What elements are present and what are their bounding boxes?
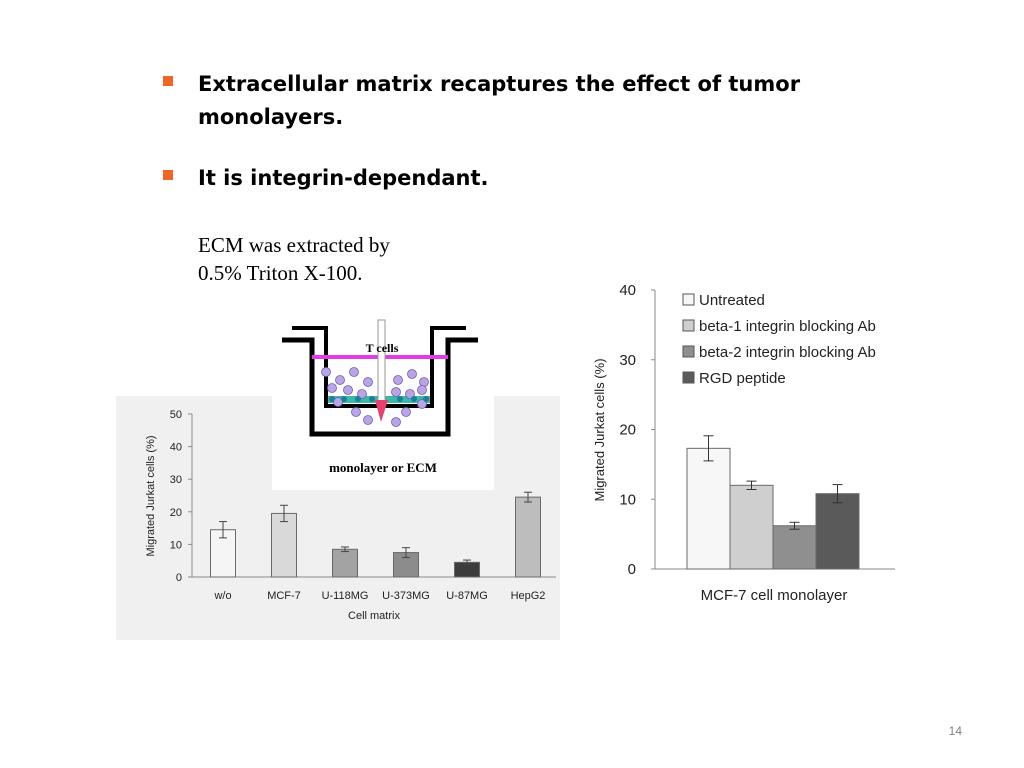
- t-cell-icon: [343, 385, 353, 395]
- t-cell-icon: [363, 415, 373, 425]
- monolayer-cell-icon: [397, 396, 403, 402]
- outer-well-wall: [282, 337, 478, 437]
- t-cell-icon: [351, 407, 361, 417]
- monolayer-cell-icon: [355, 396, 361, 402]
- t-cell-icon: [363, 377, 373, 387]
- y-tick-label: 40: [170, 442, 182, 454]
- x-tick-label: U-87MG: [446, 590, 488, 602]
- monolayer-label: monolayer or ECM: [329, 460, 437, 475]
- mcf7-chart-panel: 0 10 20 30 40 Untreated beta-1 integrin block…: [580, 280, 910, 610]
- monolayer-cell-icon: [329, 396, 335, 402]
- bullet-item-2: It is integrin-dependant.: [163, 162, 818, 195]
- t-cell-icon: [405, 389, 415, 399]
- monolayer-cell-icon: [423, 396, 429, 402]
- t-cell-icon: [401, 407, 411, 417]
- t-cell-icon: [349, 367, 359, 377]
- note-line: 0.5% Triton X-100.: [198, 261, 363, 285]
- migration-arrow-icon: [375, 400, 388, 422]
- page-number: 14: [948, 724, 962, 738]
- t-cell-icon: [357, 389, 367, 399]
- t-cell-icon: [417, 399, 427, 409]
- t-cell-icon: [335, 375, 345, 385]
- transwell-diagram: T cells monolayer or ECM: [282, 319, 478, 475]
- x-tick-label: MCF-7: [267, 590, 301, 602]
- bar: [332, 548, 358, 578]
- y-tick-label: 10: [170, 539, 182, 551]
- bar: [772, 525, 817, 570]
- y-tick-label: 20: [619, 422, 636, 439]
- y-tick-label: 30: [170, 474, 182, 486]
- square-bullet-icon: [163, 170, 173, 180]
- y-tick-label: 0: [628, 561, 636, 578]
- y-tick-label: 50: [170, 409, 182, 421]
- legend-swatch: [682, 345, 695, 358]
- ecm-note: ECM was extracted by 0.5% Triton X-100.: [198, 231, 498, 287]
- bar: [271, 512, 297, 578]
- pipette-shaft: [377, 319, 386, 406]
- t-cell-icon: [391, 387, 401, 397]
- monolayer-cell-icon: [341, 396, 347, 402]
- legend-label: Untreated: [699, 292, 765, 309]
- legend-label: beta-1 integrin blocking Ab: [699, 318, 876, 335]
- t-cell-icon: [393, 375, 403, 385]
- legend-swatch: [682, 371, 695, 384]
- t-cell-icon: [327, 383, 337, 393]
- cell-matrix-bar-chart: 0 10 20 30 40 50 w/o MCF-7 U-118MG U-373MG U-87MG…: [145, 409, 556, 622]
- t-cell-icon: [417, 385, 427, 395]
- x-tick-label: U-118MG: [322, 590, 369, 602]
- t-cells-label: T cells: [366, 341, 399, 355]
- y-tick-label: 10: [619, 491, 636, 508]
- x-tick-label: HepG2: [511, 590, 546, 602]
- bar: [515, 496, 541, 578]
- monolayer-cell-icon: [369, 396, 375, 402]
- bar: [729, 484, 774, 570]
- y-axis-title: Migrated Jurkat cells (%): [145, 435, 157, 556]
- legend-label: beta-2 integrin blocking Ab: [699, 344, 876, 361]
- transwell-schematic: T cells monolayer or ECM: [272, 310, 494, 490]
- t-cell-icon: [407, 369, 417, 379]
- bullet-item-1: Extracellular matrix recaptures the effe…: [163, 68, 818, 134]
- y-tick-label: 40: [619, 282, 636, 299]
- legend-label: RGD peptide: [699, 370, 786, 387]
- y-tick-label: 0: [176, 572, 182, 584]
- x-axis-category-label: MCF-7 cell monolayer: [701, 587, 848, 604]
- y-tick-label: 20: [170, 507, 182, 519]
- y-axis-title: Migrated Jurkat cells (%): [592, 358, 607, 501]
- mcf7-bar-chart: 0 10 20 30 40 Untreated beta-1 integrin block…: [592, 282, 895, 604]
- square-bullet-icon: [163, 76, 173, 86]
- legend-swatch: [682, 319, 695, 332]
- t-cell-icon: [419, 377, 429, 387]
- t-cell-icon: [391, 417, 401, 427]
- x-axis-title: Cell matrix: [348, 610, 400, 622]
- note-line: ECM was extracted by: [198, 233, 390, 257]
- monolayer-cell-icon: [411, 396, 417, 402]
- x-tick-label: U-373MG: [382, 590, 430, 602]
- t-cell-icon: [333, 397, 343, 407]
- bar: [815, 493, 860, 570]
- legend-swatch: [682, 293, 695, 306]
- bullet-text: Extracellular matrix recaptures the effe…: [198, 72, 801, 129]
- y-tick-label: 30: [619, 352, 636, 369]
- x-tick-label: w/o: [213, 590, 231, 602]
- t-cell-icon: [321, 367, 331, 377]
- bar: [686, 447, 731, 570]
- bullet-text: It is integrin-dependant.: [198, 166, 489, 190]
